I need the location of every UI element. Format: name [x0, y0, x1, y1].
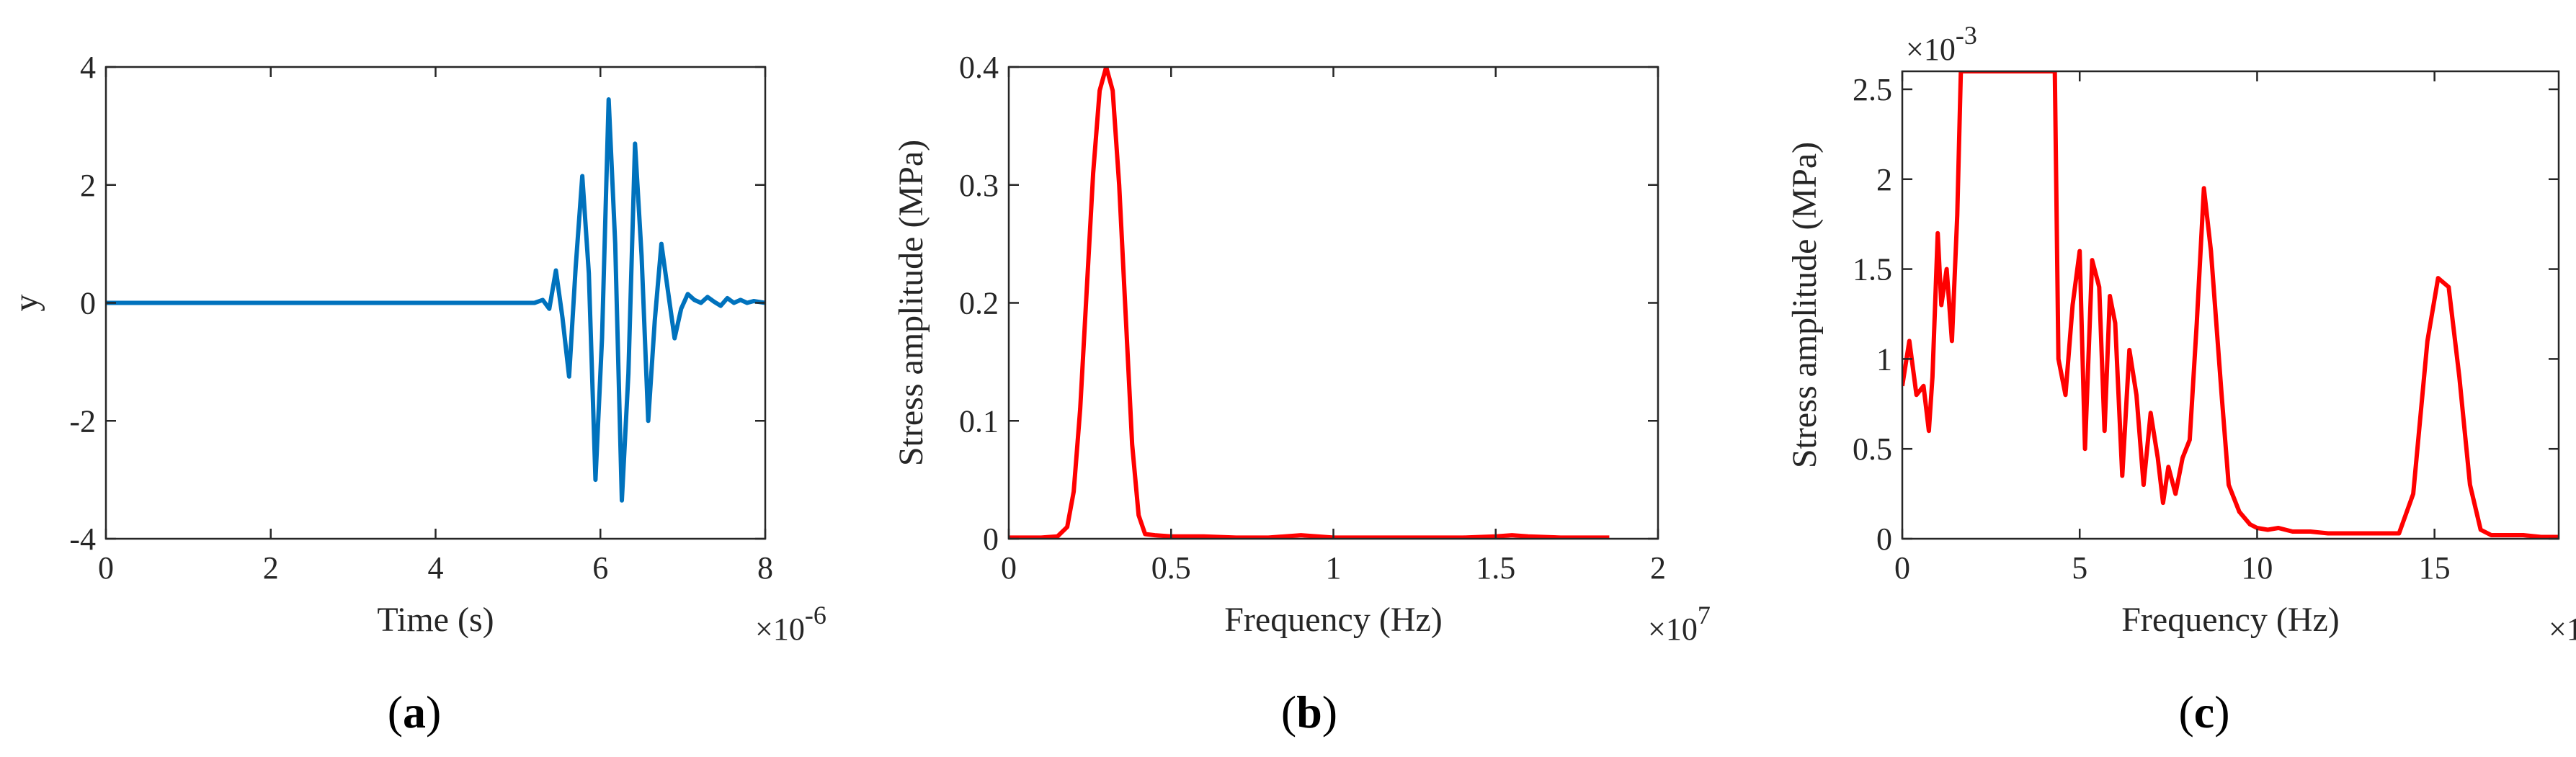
subfigure-label-b: (b)	[1281, 686, 1337, 738]
subfigure-label-c: (c)	[2178, 686, 2229, 738]
chart-panel-c: 0 5 10 15 0 0.5 1 1.5 2 2.5 Frequency (Hz) Stress a…	[1786, 21, 2576, 738]
subfigure-letter: a	[403, 686, 426, 738]
y-tick-label: 0.2	[959, 286, 999, 321]
y-axis-label: Stress amplitude (MPa)	[892, 140, 930, 466]
y-tick-label: -4	[69, 521, 96, 557]
x-axis-label: Frequency (Hz)	[1224, 601, 1443, 639]
x-tick-label: 2	[263, 550, 279, 586]
chart-panel-b: 0 0.5 1 1.5 2 0 0.1 0.2 0.3 0.4 Frequency (Hz) Stre…	[892, 50, 1711, 738]
x-axis-label: Frequency (Hz)	[2121, 601, 2340, 639]
x-tick-label: 4	[428, 550, 444, 586]
x-axis-label: Time (s)	[377, 601, 494, 639]
y-axis-label: y	[7, 295, 45, 312]
x-tick-label: 1.5	[1476, 550, 1515, 586]
x-exponent-value: -6	[805, 601, 826, 630]
y-tick-label: 0.5	[1853, 431, 1892, 467]
x-tick-label: 2	[1650, 550, 1666, 586]
subfigure-letter: c	[2194, 686, 2214, 738]
series-line-a	[106, 97, 765, 503]
y-tick-label: 0.4	[959, 50, 999, 85]
x-tick-label: 1	[1326, 550, 1342, 586]
y-exponent-label: ×10-3	[1906, 21, 1977, 67]
x-tick-label: 0	[1894, 550, 1910, 586]
series-line-b	[1009, 67, 1610, 539]
y-exponent-value: -3	[1956, 21, 1977, 50]
subfigure-letter: b	[1296, 686, 1322, 738]
y-tick-label: 0	[1876, 521, 1892, 557]
y-tick-label: 4	[80, 50, 96, 85]
x-tick-label: 5	[2072, 550, 2087, 586]
subfigure-label-a: (a)	[388, 686, 442, 738]
x-exponent-label: ×106	[2549, 601, 2576, 647]
x-tick-label: 0	[1001, 550, 1017, 586]
x-exponent-label: ×107	[1648, 601, 1711, 647]
y-tick-label: 1.5	[1853, 252, 1892, 287]
y-tick-label: 2	[1876, 162, 1892, 197]
y-tick-label: 0	[80, 286, 96, 321]
series-line-c	[1902, 71, 2559, 539]
x-tick-label: 0	[98, 550, 114, 586]
x-tick-label: 10	[2241, 550, 2273, 586]
chart-panel-a: 0 2 4 6 8 -4 -2 0 2 4 Time (s) y ×10-6 (a)	[7, 50, 826, 738]
axes-frame	[1901, 70, 2560, 540]
y-tick-label: 2.5	[1853, 72, 1892, 107]
y-tick-label: 0.1	[959, 403, 999, 439]
y-tick-label: 0.3	[959, 168, 999, 203]
axes-frame	[1007, 66, 1659, 540]
x-exponent-value: 7	[1698, 601, 1711, 630]
x-tick-label: 6	[592, 550, 608, 586]
y-axis-label: Stress amplitude (MPa)	[1786, 142, 1824, 468]
x-exponent-label: ×10-6	[755, 601, 826, 647]
x-tick-label: 0.5	[1151, 550, 1191, 586]
y-tick-label: -2	[69, 403, 96, 439]
x-tick-label: 8	[757, 550, 773, 586]
y-tick-label: 2	[80, 168, 96, 203]
y-tick-label: 1	[1876, 341, 1892, 377]
y-tick-label: 0	[983, 521, 999, 557]
x-tick-label: 15	[2419, 550, 2451, 586]
